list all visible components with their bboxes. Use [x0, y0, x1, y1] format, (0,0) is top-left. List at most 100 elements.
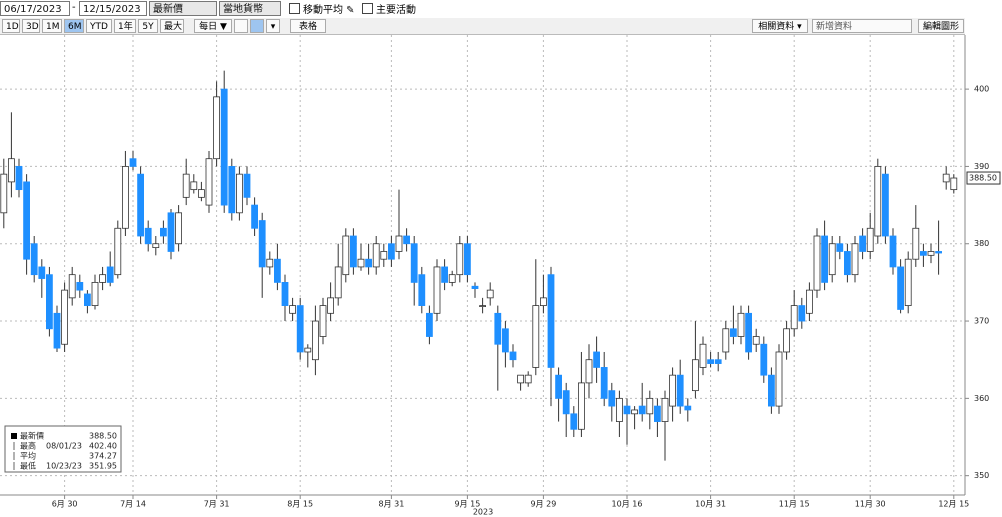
candle-body [365, 258, 373, 268]
period-button[interactable]: 6M [64, 19, 84, 33]
period-button[interactable]: 1年 [114, 19, 136, 33]
candle-body [699, 343, 707, 368]
candle-body [137, 173, 145, 237]
period-button[interactable]: 最大 [160, 19, 184, 33]
tool-button[interactable] [234, 19, 248, 33]
candle-body [775, 351, 783, 407]
stats-value: 402.40 [89, 442, 117, 451]
candle-body [821, 235, 828, 283]
period-button[interactable]: 5Y [138, 19, 158, 33]
candle-body [889, 235, 897, 268]
candle-body [235, 173, 243, 214]
candle-body [806, 289, 813, 314]
tool-button[interactable]: ▾ [266, 19, 280, 33]
candle-body [114, 227, 122, 276]
checkbox[interactable] [289, 3, 300, 14]
stats-name: 平均 [20, 451, 36, 461]
stats-value: 388.50 [89, 432, 117, 441]
candle-body [616, 397, 623, 422]
last-price-label: 388.50 [969, 174, 997, 183]
candle-body [334, 266, 342, 299]
candle-body [251, 204, 259, 229]
stats-value: 374.27 [89, 452, 117, 461]
y-tick-label: 390 [974, 162, 989, 171]
candle-body [190, 181, 198, 191]
candle-body [585, 359, 593, 384]
candle-body [874, 166, 882, 237]
candle-body [851, 243, 859, 276]
candle-body [600, 367, 608, 399]
candle-body [228, 166, 236, 214]
candle-body [23, 181, 31, 260]
edit-chart-button[interactable]: 編輯圖形 [918, 19, 964, 33]
stats-value: 351.95 [89, 462, 117, 471]
candle-body [220, 88, 228, 206]
moving-average-toggle[interactable]: 移動平均 ✎ [289, 3, 355, 17]
price-field[interactable]: 最新價 [149, 1, 217, 16]
candle-body [768, 374, 775, 407]
add-data-input[interactable]: 新增資料 [812, 19, 912, 33]
candle-body [661, 397, 669, 422]
candle-body [289, 305, 297, 314]
candle-body [707, 359, 714, 364]
period-button[interactable]: 1D [2, 19, 20, 33]
candle-body [380, 251, 388, 260]
x-tick-label: 11月 30 [855, 500, 886, 509]
candle-body [433, 266, 441, 314]
end-date[interactable]: 12/15/2023 [79, 1, 147, 16]
candle-body [783, 328, 790, 353]
key-events-toggle[interactable]: 主要活動 [362, 3, 416, 17]
candle-body [243, 173, 251, 198]
date-separator: - [72, 2, 76, 13]
candle-body [479, 305, 487, 307]
x-tick-label: 6月 30 [52, 500, 78, 509]
stats-date: 10/23/23 [46, 462, 82, 471]
candle-body [722, 328, 730, 353]
x-year-label: 2023 [473, 508, 493, 517]
candle-body [258, 220, 266, 268]
candle-body [122, 166, 129, 229]
x-tick-label: 9月 15 [454, 500, 480, 509]
candle-body [349, 235, 357, 268]
candle-body [0, 173, 8, 214]
candle-body [517, 374, 524, 384]
candle-body [608, 390, 616, 407]
period-button[interactable]: YTD [86, 19, 112, 33]
checkbox[interactable] [362, 3, 373, 14]
candle-body [144, 227, 152, 245]
candle-body [425, 312, 433, 337]
plot-area [0, 35, 965, 495]
start-date[interactable]: 06/17/2023 [0, 1, 70, 16]
candle-body [68, 274, 76, 299]
candle-body [593, 351, 600, 368]
candle-body [266, 258, 274, 268]
candle-body [509, 351, 517, 361]
table-button[interactable]: 表格 [290, 19, 326, 33]
candle-body [897, 266, 904, 310]
period-toolbar: 1D 3D 1M 6M YTD 1年 5Y 最大 每日 ▼ ▾ 表格 相關資料 ▾ 新增資料 … [0, 18, 965, 35]
candle-body [387, 243, 395, 260]
candle-body [471, 285, 479, 289]
period-button[interactable]: 3D [22, 19, 40, 33]
candle-body [654, 405, 661, 422]
frequency-select[interactable]: 每日 ▼ [194, 19, 232, 33]
period-button[interactable]: 1M [42, 19, 62, 33]
candle-body [942, 173, 950, 183]
candle-body [197, 189, 205, 198]
moving-average-label: 移動平均 [303, 5, 343, 16]
y-tick-label: 400 [974, 85, 989, 94]
candle-body [46, 274, 53, 330]
candle-body [714, 359, 722, 364]
x-tick-label: 7月 31 [204, 500, 230, 509]
currency[interactable]: 當地貨幣 [219, 1, 281, 16]
candle-body [836, 243, 844, 252]
tool-button[interactable] [250, 19, 264, 33]
candle-body [342, 235, 350, 276]
related-data-button[interactable]: 相關資料 ▾ [752, 19, 808, 33]
candle-body [752, 336, 760, 345]
key-events-label: 主要活動 [376, 5, 416, 16]
candle-body [631, 409, 638, 415]
candle-body [410, 243, 418, 283]
candle-body [213, 96, 221, 160]
